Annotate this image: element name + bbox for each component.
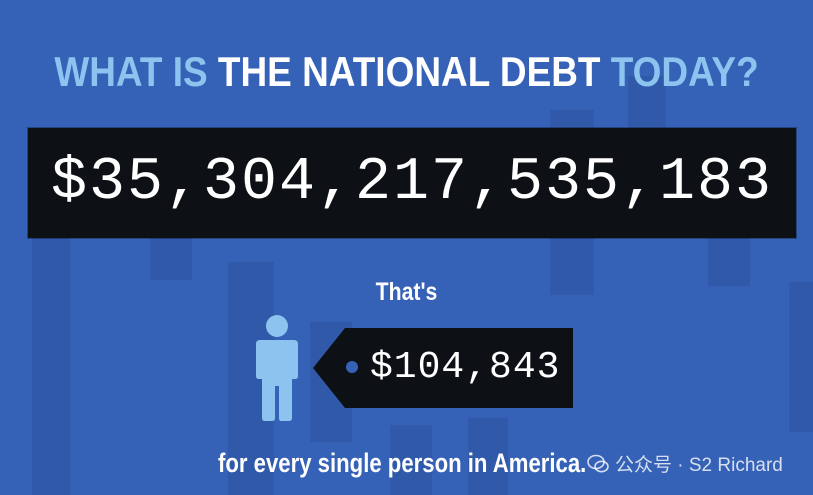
wechat-icon: [587, 454, 609, 474]
watermark-text: 公众号 · S2 Richard: [615, 455, 783, 476]
per-person-tag: $104,843: [313, 328, 573, 408]
watermark: 公众号 · S2 Richard: [587, 450, 783, 477]
headline: WHAT IS THE NATIONAL DEBT TODAY?: [49, 48, 764, 96]
background-bar: [468, 418, 508, 495]
person-icon: [254, 314, 300, 422]
headline-part-2: THE NATIONAL DEBT: [217, 48, 601, 95]
per-person-intro: That's: [375, 278, 438, 306]
background-bar: [628, 76, 666, 130]
background-bar: [390, 425, 432, 495]
background-bar: [789, 282, 813, 432]
headline-part-1: WHAT IS: [54, 48, 218, 95]
headline-part-3: TODAY?: [600, 48, 759, 95]
debt-counter-value: $35,304,217,535,183: [50, 149, 774, 217]
tag-hole: [346, 361, 358, 373]
background-bar: [708, 232, 750, 286]
footer-text: for every single person in America.: [218, 448, 587, 478]
per-person-value: $104,843: [370, 346, 561, 389]
debt-counter-box: $35,304,217,535,183: [28, 128, 796, 238]
